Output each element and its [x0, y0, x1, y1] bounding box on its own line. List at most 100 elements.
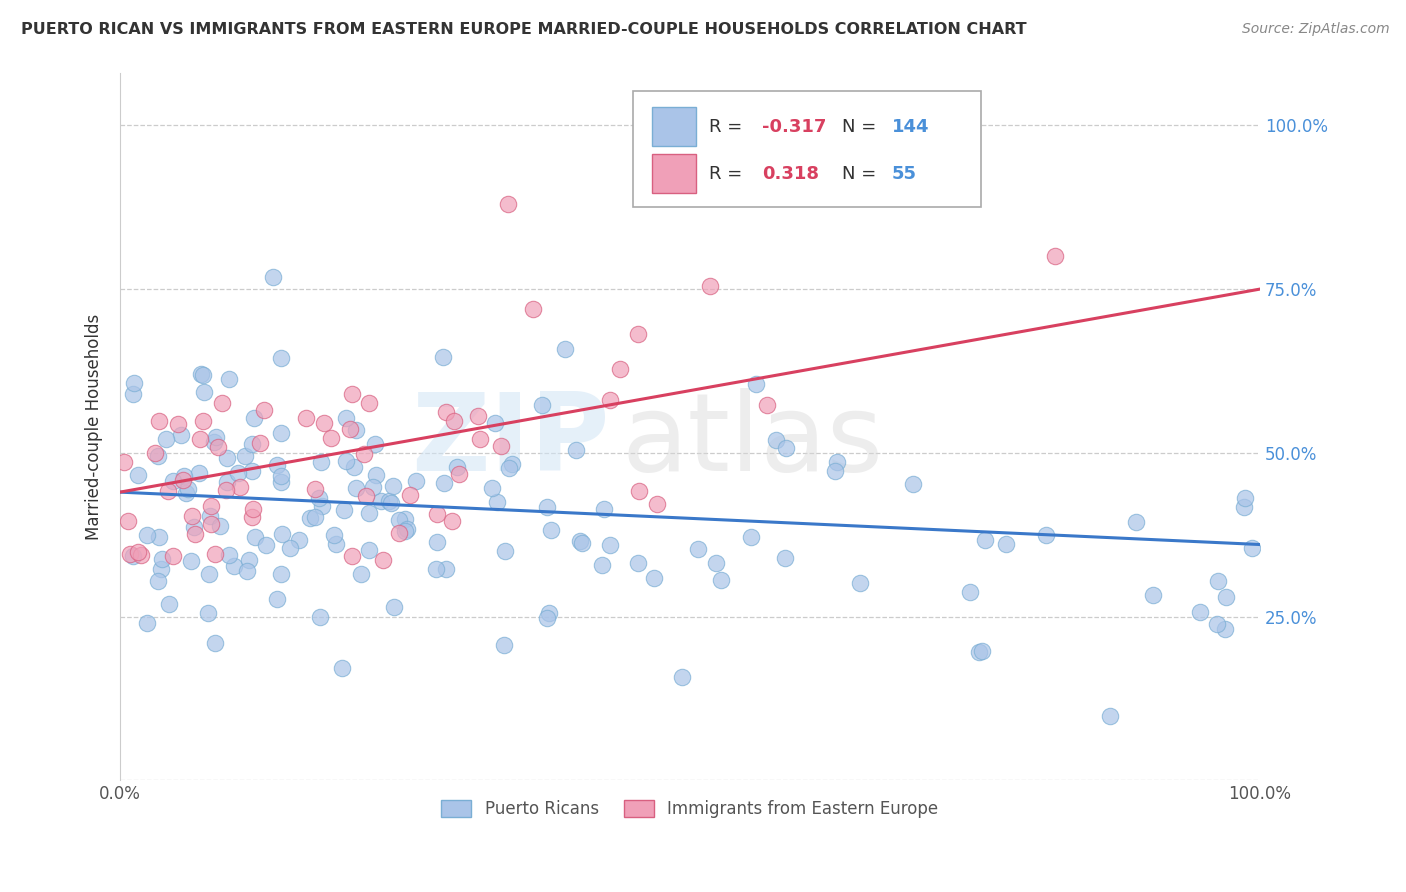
- Point: [174, 485, 197, 500]
- Point: [1215, 591, 1237, 605]
- Point: [569, 534, 592, 549]
- Point: [1035, 528, 1057, 542]
- Point: [162, 475, 184, 489]
- Point: [387, 526, 409, 541]
- Point: [1188, 605, 1211, 619]
- Point: [229, 480, 252, 494]
- Point: [150, 562, 173, 576]
- Point: [765, 433, 787, 447]
- Point: [288, 533, 311, 548]
- Text: -0.317: -0.317: [762, 118, 827, 136]
- Point: [643, 571, 665, 585]
- Text: 55: 55: [891, 165, 917, 183]
- Point: [342, 549, 364, 564]
- Point: [197, 607, 219, 621]
- Point: [378, 494, 401, 508]
- Point: [434, 562, 457, 576]
- Point: [183, 519, 205, 533]
- Point: [1125, 515, 1147, 529]
- Point: [627, 556, 650, 570]
- Point: [266, 591, 288, 606]
- Point: [364, 436, 387, 450]
- Point: [628, 484, 651, 499]
- Text: atlas: atlas: [621, 388, 883, 494]
- Point: [181, 508, 204, 523]
- Point: [156, 484, 179, 499]
- Point: [446, 460, 468, 475]
- Point: [710, 573, 733, 587]
- Point: [202, 434, 225, 449]
- Point: [240, 437, 263, 451]
- Point: [254, 538, 277, 552]
- Point: [162, 549, 184, 563]
- Point: [204, 547, 226, 561]
- Point: [242, 502, 264, 516]
- Point: [314, 416, 336, 430]
- Point: [200, 516, 222, 531]
- Point: [118, 547, 141, 561]
- Point: [157, 597, 180, 611]
- Point: [166, 417, 188, 431]
- Point: [426, 534, 449, 549]
- Point: [1240, 541, 1263, 555]
- Point: [1206, 574, 1229, 588]
- Point: [278, 541, 301, 555]
- Text: N =: N =: [842, 165, 882, 183]
- Point: [357, 506, 380, 520]
- Point: [170, 428, 193, 442]
- Point: [215, 451, 238, 466]
- Point: [308, 491, 330, 505]
- Point: [295, 410, 318, 425]
- Point: [699, 279, 721, 293]
- Point: [357, 543, 380, 558]
- Point: [270, 425, 292, 440]
- Point: [394, 512, 416, 526]
- Point: [180, 554, 202, 568]
- Point: [240, 510, 263, 524]
- Point: [1099, 708, 1122, 723]
- Point: [150, 552, 173, 566]
- Point: [382, 600, 405, 615]
- Point: [335, 454, 357, 468]
- Point: [536, 611, 558, 625]
- Point: [325, 536, 347, 550]
- Point: [143, 445, 166, 459]
- Point: [443, 414, 465, 428]
- Point: [200, 500, 222, 514]
- Point: [311, 499, 333, 513]
- Text: R =: R =: [709, 165, 748, 183]
- Point: [190, 368, 212, 382]
- Point: [382, 479, 405, 493]
- Point: [626, 327, 648, 342]
- Point: [486, 495, 509, 509]
- Point: [1142, 588, 1164, 602]
- Point: [599, 538, 621, 552]
- Text: PUERTO RICAN VS IMMIGRANTS FROM EASTERN EUROPE MARRIED-COUPLE HOUSEHOLDS CORRELA: PUERTO RICAN VS IMMIGRANTS FROM EASTERN …: [21, 22, 1026, 37]
- Point: [440, 514, 463, 528]
- Point: [218, 371, 240, 385]
- Point: [1205, 616, 1227, 631]
- Point: [380, 496, 402, 510]
- Point: [172, 473, 194, 487]
- Point: [205, 430, 228, 444]
- Point: [373, 553, 395, 567]
- Point: [399, 488, 422, 502]
- Point: [494, 638, 516, 652]
- Point: [540, 523, 562, 537]
- Point: [467, 409, 489, 423]
- Point: [745, 376, 768, 391]
- Point: [609, 361, 631, 376]
- Point: [565, 443, 588, 458]
- Point: [304, 509, 326, 524]
- Text: R =: R =: [709, 118, 748, 136]
- Point: [211, 396, 233, 410]
- Point: [249, 435, 271, 450]
- Point: [298, 511, 321, 525]
- Point: [270, 468, 292, 483]
- Point: [592, 501, 614, 516]
- Point: [148, 530, 170, 544]
- Point: [245, 530, 267, 544]
- Point: [554, 342, 576, 356]
- Point: [270, 475, 292, 489]
- Point: [994, 537, 1017, 551]
